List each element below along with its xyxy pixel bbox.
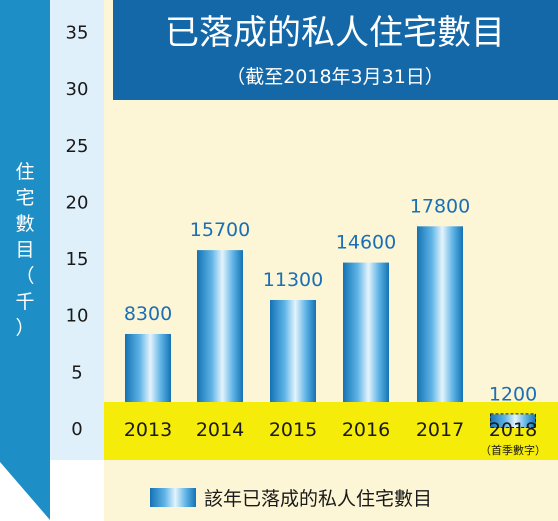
bars: 8300 15700 11300 14600 17800 1200 — [124, 195, 537, 428]
bar — [417, 226, 463, 402]
y-tick-label: 0 — [71, 419, 82, 440]
y-axis-label: 住宅數目 （ 千 ） — [15, 161, 34, 339]
ylabel-char: 住 — [15, 161, 34, 183]
ylabel-char: （ — [15, 265, 34, 287]
title-box — [113, 0, 558, 100]
chart-title: 已落成的私人住宅數目 — [165, 13, 505, 53]
category-note: （首季數字） — [480, 443, 546, 457]
category-label: 2016 — [342, 419, 390, 441]
ylabel-char: 數 — [15, 213, 34, 235]
value-label: 1200 — [489, 383, 537, 405]
ylabel-char: 目 — [15, 239, 34, 261]
y-tick-label: 15 — [66, 249, 89, 270]
category-label: 2018 — [489, 419, 537, 441]
value-label: 14600 — [336, 232, 396, 254]
legend-swatch — [150, 488, 196, 507]
bar — [343, 262, 389, 402]
ylabel-char: 宅 — [15, 187, 34, 209]
ylabel-char: 千 — [15, 291, 34, 313]
category-label: 2017 — [416, 419, 464, 441]
value-label: 17800 — [410, 195, 470, 217]
value-label: 15700 — [190, 219, 250, 241]
value-label: 8300 — [124, 303, 172, 325]
axis-panel — [50, 0, 104, 460]
category-band — [104, 402, 558, 460]
chart-subtitle: （截至2018年3月31日） — [226, 66, 444, 88]
y-tick-label: 20 — [66, 192, 89, 213]
ylabel-panel — [0, 0, 50, 520]
ylabel-char: ） — [15, 317, 34, 339]
bar — [125, 333, 171, 402]
y-tick-label: 30 — [66, 79, 89, 100]
bar-outline — [490, 413, 536, 428]
bar — [197, 250, 243, 402]
category-label: 2014 — [196, 419, 244, 441]
y-tick-label: 5 — [71, 362, 82, 383]
category-labels: 2013 2014 2015 2016 2017 2018 （首季數字） — [124, 419, 546, 457]
legend-label: 該年已落成的私人住宅數目 — [204, 488, 432, 510]
y-tick-label: 25 — [66, 136, 89, 157]
y-axis-ticks: 0 5 10 15 20 25 30 35 — [66, 22, 89, 440]
category-label: 2013 — [124, 419, 172, 441]
y-tick-label: 10 — [66, 306, 89, 327]
value-label: 11300 — [263, 269, 323, 291]
y-tick-label: 35 — [66, 22, 89, 43]
bar — [490, 414, 536, 428]
bar — [270, 299, 316, 402]
category-label: 2015 — [269, 419, 317, 441]
